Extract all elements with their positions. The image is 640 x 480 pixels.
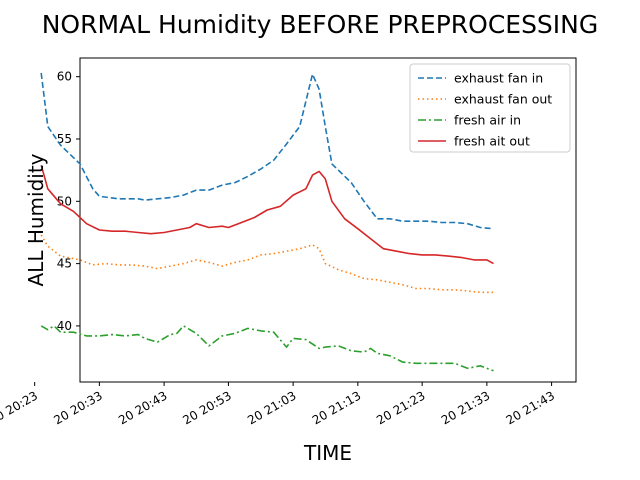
y-axis-label: ALL Humidity [24, 153, 48, 286]
x-tick-label: 20 21:33 [439, 388, 492, 427]
plot-area: 40 45 50 55 60 20 20:23 20 20:33 20 20:43 20 20:… [0, 57, 577, 427]
y-tick-label: 40 [57, 319, 72, 333]
x-tick-label: 20 21:03 [245, 388, 298, 427]
legend-label-2: exhaust fan out [454, 92, 552, 107]
legend-label-4: fresh ait out [454, 134, 530, 149]
x-tick-label: 20 21:23 [374, 388, 427, 427]
series-line-1 [40, 72, 494, 230]
series-line-4 [40, 164, 494, 265]
x-tick-label: 20 20:53 [180, 388, 233, 427]
x-tick-label: 20 20:33 [51, 388, 104, 427]
chart-title: NORMAL Humidity BEFORE PREPROCESSING [42, 10, 599, 39]
legend-label-3: fresh air in [454, 113, 521, 128]
series-line-2 [40, 234, 494, 294]
x-tick-label: 20 20:43 [116, 388, 169, 427]
x-tick-label: 20 21:43 [504, 388, 557, 427]
y-tick-label: 50 [57, 194, 72, 208]
y-tick-label: 55 [57, 132, 72, 146]
plot-frame [79, 57, 577, 383]
x-tick-label: 20 20:23 [0, 388, 40, 427]
legend-box [409, 63, 571, 153]
x-tick-label: 20 21:13 [310, 388, 363, 427]
series-line-3 [40, 325, 494, 372]
y-tick-label: 45 [57, 257, 72, 271]
x-axis-label: TIME [303, 441, 352, 465]
legend-label-1: exhaust fan in [454, 71, 543, 86]
y-tick-label: 60 [57, 70, 72, 84]
